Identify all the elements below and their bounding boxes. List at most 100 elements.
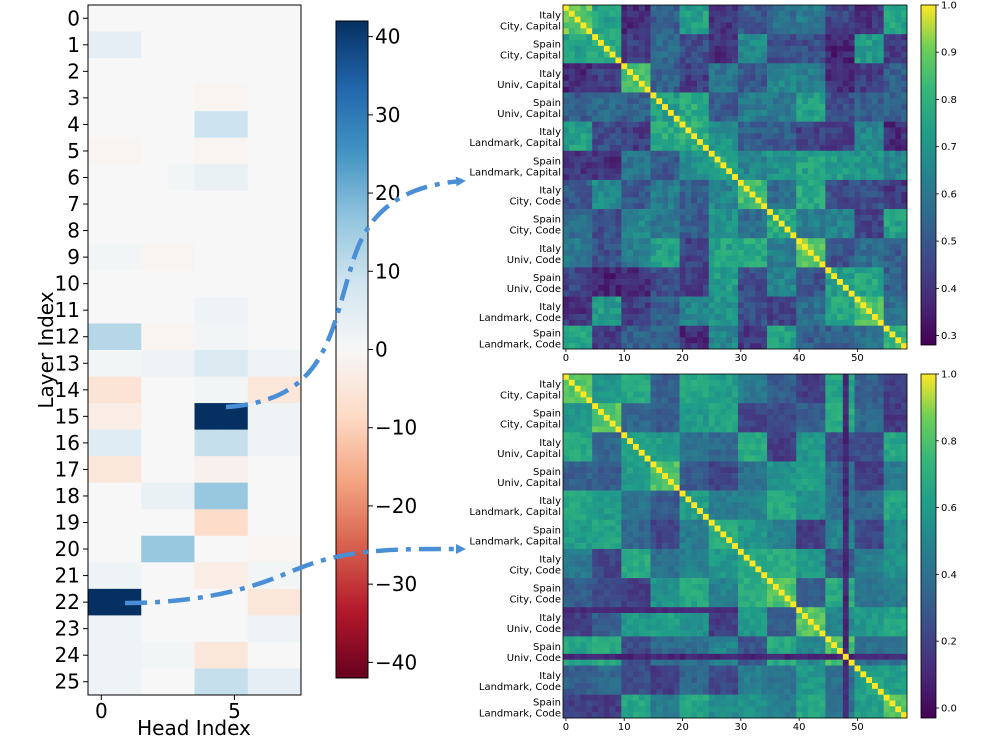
matrix-cell [644,144,651,152]
matrix-cell [889,397,896,404]
matrix-cell [563,16,570,23]
matrix-cell [580,10,587,17]
matrix-cell [644,408,651,416]
matrix-cell [743,92,750,99]
matrix-cell [662,461,669,468]
matrix-cell [603,331,610,338]
matrix-cell [860,109,867,117]
heatmap-cell [141,111,169,139]
matrix-cell [726,226,733,233]
matrix-cell [609,296,616,303]
matrix-cell [697,279,704,286]
matrix-cell [691,473,698,480]
matrix-cell [726,379,733,386]
matrix-cell [656,443,663,451]
matrix-cell [568,290,575,297]
matrix-cell [621,467,628,474]
matrix-cell [848,467,855,474]
matrix-cell [667,185,675,192]
matrix-cell [679,467,686,474]
matrix-cell [644,426,651,433]
matrix-cell [866,325,873,332]
x-tick-label: 40 [793,353,806,364]
matrix-cell [662,214,669,222]
matrix-cell [848,455,855,462]
matrix-cell [662,74,669,82]
matrix-cell [586,162,593,169]
matrix-cell [866,92,873,99]
matrix-cell [848,121,855,128]
matrix-cell [662,220,669,227]
matrix-cell [708,255,715,262]
matrix-cell [650,267,657,274]
matrix-cell [877,267,884,274]
matrix-frame [562,4,908,350]
matrix-cell [755,255,762,262]
matrix-cell [772,261,780,268]
matrix-cell [743,414,750,421]
matrix-cell [901,156,908,163]
matrix-cell [644,80,651,87]
matrix-cell [656,385,663,392]
matrix-cell [574,255,581,262]
matrix-cell [825,432,832,439]
matrix-cell [568,39,575,47]
matrix-cell [650,150,657,157]
matrix-cell [860,156,867,163]
matrix-cell [691,174,698,181]
heatmap-cell [167,376,195,404]
matrix-cell [679,104,686,111]
matrix-cell [702,156,710,163]
matrix-cell [673,179,680,187]
matrix-cell [778,478,785,486]
layer-head-heatmap: 0123456789101112131415161718192021222324… [34,4,302,740]
matrix-cell [638,284,645,291]
matrix-cell [726,191,733,198]
matrix-cell [632,408,640,416]
matrix-cell [796,273,803,280]
matrix-cell [632,308,640,315]
matrix-cell [627,314,634,321]
matrix-cell [837,45,844,52]
matrix-cell [761,438,768,445]
matrix-cell [644,156,651,163]
matrix-cell [720,379,727,386]
matrix-cell [609,139,616,146]
matrix-cell [673,162,680,169]
matrix-cell [732,255,739,262]
matrix-cell [813,267,820,274]
matrix-cell [726,109,733,117]
matrix-cell [627,174,634,181]
matrix-cell [627,267,634,274]
matrix-cell [883,51,890,58]
matrix-cell [778,133,785,140]
matrix-cell [650,279,657,286]
matrix-cell [790,432,797,439]
matrix-cell [702,255,710,262]
matrix-cell [708,284,715,291]
matrix-cell [901,214,908,222]
matrix-cell [743,325,750,332]
matrix-cell [737,379,745,386]
matrix-cell [767,197,774,204]
matrix-cell [743,284,750,291]
matrix-cell [563,57,570,64]
matrix-cell [667,209,675,216]
matrix-cell [691,115,698,122]
matrix-cell [697,156,704,163]
matrix-cell [679,408,686,416]
matrix-cell [586,74,593,82]
matrix-cell [726,39,733,47]
matrix-cell [597,325,605,332]
matrix-cell [755,39,762,47]
matrix-cell [697,139,704,146]
heatmap-cell [247,111,275,139]
matrix-cell [568,308,575,315]
matrix-cell [761,133,768,140]
matrix-cell [802,144,809,152]
matrix-cell [877,92,884,99]
matrix-cell [667,284,675,291]
matrix-cell [621,426,628,433]
matrix-cell [802,174,809,181]
matrix-cell [656,185,663,192]
